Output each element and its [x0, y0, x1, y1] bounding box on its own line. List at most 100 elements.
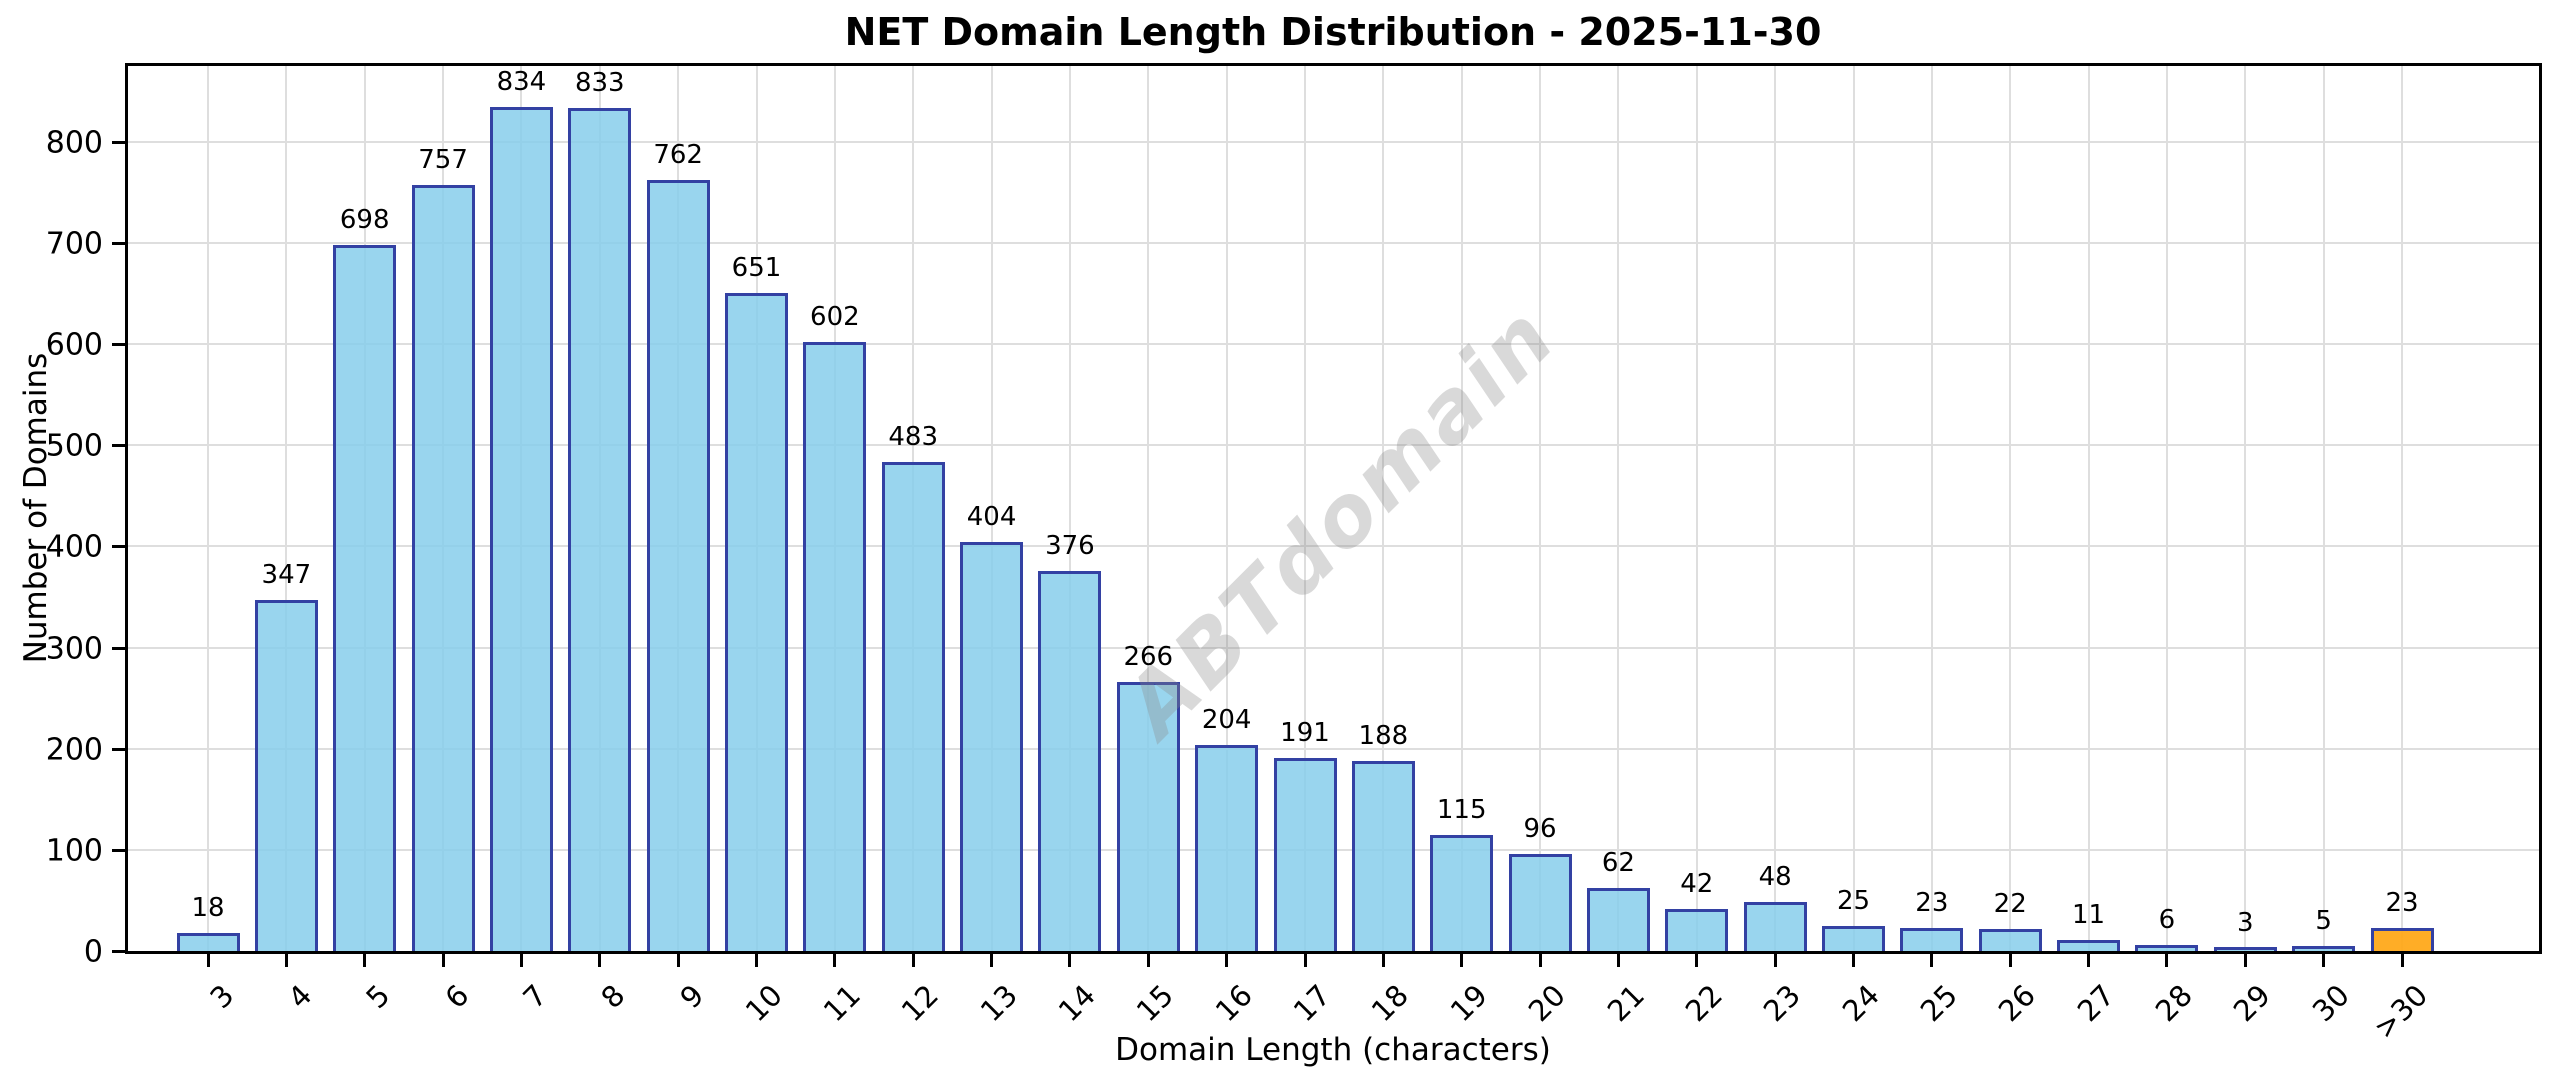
x-axis-tick [1852, 954, 1855, 967]
y-gridline [128, 444, 2539, 447]
x-tick-label: 28 [2148, 978, 2199, 1029]
bar-value-label: 115 [1436, 794, 1487, 825]
y-axis-title: Number of Domains [18, 352, 54, 664]
bar [1508, 853, 1572, 951]
bar-value-label: 833 [574, 68, 625, 99]
x-axis-tick [755, 954, 758, 967]
bar [176, 932, 240, 951]
x-tick-label: 4 [281, 978, 319, 1016]
bar [1273, 757, 1337, 951]
x-gridline [1539, 66, 1542, 951]
bar [1351, 760, 1415, 951]
y-gridline [128, 545, 2539, 548]
bar [489, 107, 553, 951]
bar [1743, 902, 1807, 951]
y-tick-label: 600 [45, 327, 103, 363]
x-gridline [1382, 66, 1385, 951]
x-tick-label: 29 [2227, 978, 2278, 1029]
bar-value-label: 376 [1045, 530, 1095, 561]
x-gridline [1695, 66, 1698, 951]
bar [2135, 944, 2199, 951]
bar-value-label: 3 [2237, 907, 2254, 938]
x-tick-label: 5 [359, 978, 397, 1016]
x-gridline [990, 66, 993, 951]
bar [646, 180, 710, 951]
x-gridline [1147, 66, 1150, 951]
x-tick-label: 6 [438, 978, 476, 1016]
bar [411, 185, 475, 951]
x-tick-label: 3 [202, 978, 241, 1016]
bar-value-label: 204 [1201, 704, 1252, 735]
x-gridline [2401, 66, 2403, 951]
bar-value-label: 698 [339, 205, 390, 236]
bar-value-label: 23 [2385, 887, 2419, 918]
x-axis-tick [284, 954, 288, 967]
x-gridline [1225, 66, 1228, 951]
bar-value-label: 483 [888, 422, 939, 453]
x-gridline [2322, 66, 2325, 951]
x-tick-label: 25 [1913, 978, 1964, 1029]
x-gridline [1068, 66, 1071, 951]
y-axis-tick [112, 242, 125, 245]
x-tick-label: 11 [816, 978, 867, 1029]
x-tick-label: 14 [1051, 978, 1102, 1029]
x-axis-tick [2165, 954, 2169, 967]
bar [568, 108, 632, 951]
bar-value-label: 62 [1601, 848, 1635, 879]
x-tick-label: >30 [2366, 978, 2435, 1046]
y-axis-tick [112, 848, 125, 852]
bar-value-label: 25 [1836, 885, 1871, 916]
y-tick-label: 0 [83, 934, 103, 970]
bar [960, 542, 1024, 951]
chart-title: NET Domain Length Distribution - 2025-11… [844, 10, 1822, 54]
x-axis-tick [911, 954, 915, 967]
x-axis-tick [1460, 954, 1464, 967]
x-axis-tick [2243, 954, 2247, 967]
x-gridline [2087, 66, 2090, 951]
y-tick-label: 800 [45, 125, 103, 161]
bar-value-label: 96 [1523, 813, 1557, 844]
x-axis-tick [1695, 954, 1699, 967]
x-gridline [1852, 66, 1855, 951]
bar-value-label: 188 [1358, 720, 1409, 751]
x-tick-label: 20 [1521, 978, 1573, 1029]
bar [2057, 939, 2121, 951]
x-tick-label: 23 [1757, 978, 1808, 1029]
y-gridline [128, 242, 2539, 244]
y-axis-tick [112, 444, 125, 448]
y-axis-tick [112, 950, 125, 953]
x-axis-tick [1381, 954, 1385, 967]
x-gridline [2009, 66, 2012, 951]
bar-value-label: 23 [1915, 887, 1949, 918]
bar-value-label: 18 [191, 892, 225, 923]
bar [1978, 928, 2042, 951]
x-tick-label: 12 [895, 978, 946, 1029]
x-axis-tick [676, 954, 680, 967]
y-tick-label: 300 [45, 631, 103, 667]
x-tick-label: 26 [1992, 978, 2043, 1029]
x-axis-tick [2008, 954, 2012, 967]
x-axis-title: Domain Length (characters) [1115, 1032, 1551, 1068]
x-tick-label: 16 [1208, 978, 1259, 1029]
x-tick-label: 8 [594, 978, 632, 1016]
x-gridline [285, 66, 288, 951]
y-tick-label: 400 [45, 529, 103, 565]
y-axis-tick [112, 545, 125, 549]
bar [725, 292, 788, 951]
x-axis-tick [519, 954, 523, 967]
x-axis-tick [1930, 954, 1934, 967]
x-gridline [1460, 66, 1463, 951]
bar [1822, 925, 1885, 951]
y-tick-label: 700 [45, 226, 103, 262]
bar-value-label: 404 [966, 502, 1017, 533]
bar-value-label: 191 [1280, 717, 1330, 748]
bar-value-label: 757 [418, 145, 468, 176]
bar [1900, 927, 1964, 951]
x-gridline [1930, 66, 1933, 951]
x-axis-tick [1538, 954, 1542, 967]
bar [2370, 927, 2434, 951]
bar-value-label: 347 [261, 560, 312, 591]
x-axis-tick [1303, 954, 1307, 967]
bar [2292, 945, 2356, 951]
